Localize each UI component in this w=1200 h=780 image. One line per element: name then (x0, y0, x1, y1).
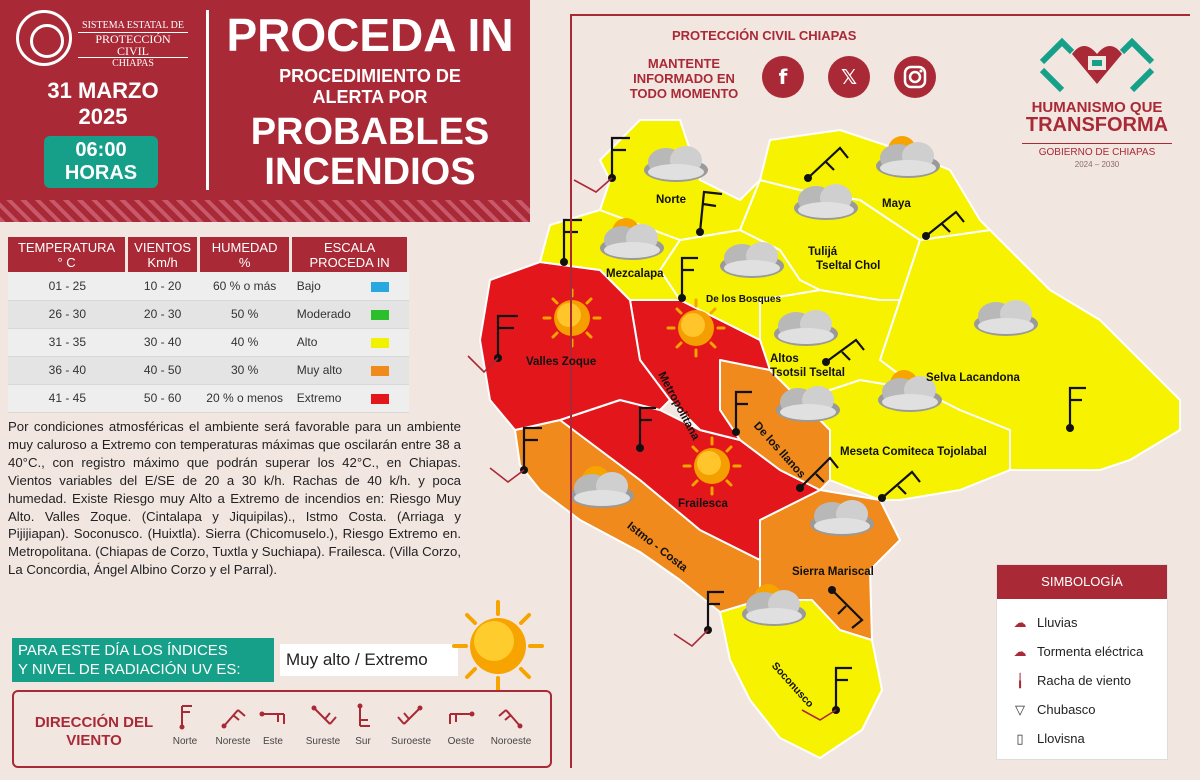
scale-table: TEMPERATURA ° C VIENTOS Km/h HUMEDAD% ESCA… (8, 237, 410, 413)
rain-cloud-icon: ☁ (1013, 615, 1027, 630)
wind-dir-west: Oeste (434, 702, 488, 747)
title-probables-incendios: PROBABLES INCENDIOS (250, 111, 490, 193)
instagram-icon[interactable] (894, 56, 936, 98)
uv-label: PARA ESTE DÍA LOS ÍNDICES Y NIVEL DE RAD… (12, 638, 274, 682)
label-altos: Altos Tsotsil Tseltal (770, 353, 845, 379)
label-tulija: Tulijá Tseltal Chol (808, 246, 881, 272)
symbology-legend: SIMBOLOGÍA ☁ Lluvias ☁ Tormenta eléctrica … (996, 564, 1168, 760)
symb-storm: ☁ Tormenta eléctrica (1011, 644, 1144, 660)
label-de-los-bosques: De los Bosques (706, 294, 782, 305)
symb-drizzle: ▯ Llovisna (1011, 731, 1084, 747)
wind-gust-marks (467, 177, 837, 721)
header-divider (206, 10, 209, 190)
header-pattern (0, 200, 530, 222)
wind-dir-northeast: Noreste (206, 702, 260, 747)
label-norte: Norte (656, 194, 687, 206)
instagram-glyph-icon (903, 65, 927, 89)
stay-informed-text: MANTENTE INFORMADO EN TODO MOMENTO (629, 56, 739, 101)
wind-southwest-icon (397, 705, 423, 725)
wind-legend-title: DIRECCIÓN DEL VIENTO (34, 714, 154, 749)
government-logo: HUMANISMO QUE TRANSFORMA GOBIERNO DE CHI… (1022, 30, 1172, 180)
symb-rain: ☁ Lluvias (1011, 615, 1078, 631)
table-row: 31 - 35 30 - 40 40 % Alto (8, 328, 409, 357)
symb-shower: ▽ Chubasco (1011, 702, 1096, 718)
color-swatch (370, 365, 389, 376)
col-temperature: TEMPERATURA ° C (8, 237, 129, 272)
col-humidity: HUMEDAD% (198, 237, 293, 272)
report-date: 31 MARZO 2025 (47, 78, 159, 129)
header-banner: SISTEMA ESTATAL DE PROTECCIÓN CIVIL CHIA… (0, 0, 530, 222)
label-sierra-mariscal: Sierra Mariscal (792, 566, 874, 578)
wind-direction-legend: DIRECCIÓN DEL VIENTO Norte Noreste Este … (12, 690, 552, 768)
civil-protection-logo: SISTEMA ESTATAL DE PROTECCIÓN CIVIL CHIA… (16, 10, 196, 70)
label-selva-lacandona: Selva Lacandona (926, 372, 1020, 384)
subtitle: PROCEDIMIENTO DE ALERTA POR (279, 66, 461, 107)
wind-northwest-icon (498, 709, 523, 729)
wind-dir-east: Este (246, 702, 300, 747)
color-swatch (370, 309, 389, 320)
drizzle-icon: ▯ (1016, 731, 1024, 746)
label-frailesca: Frailesca (678, 498, 728, 510)
storm-cloud-icon: ☁ (1013, 644, 1027, 659)
logo-line2: PROTECCIÓN CIVIL (78, 32, 188, 58)
symb-wind-gust: ╽ Racha de viento (1011, 673, 1131, 689)
logo-line1: SISTEMA ESTATAL DE (82, 20, 184, 31)
wind-dir-south: Sur (336, 702, 390, 747)
color-swatch (370, 393, 389, 404)
col-wind: VIENTOS Km/h (126, 237, 201, 272)
wind-west-icon (449, 711, 475, 724)
wind-southeast-icon (311, 705, 337, 725)
wind-dir-southeast: Sureste (296, 702, 350, 747)
wind-north-icon (179, 705, 192, 730)
label-mezcalapa: Mezcalapa (606, 268, 664, 280)
label-valles-zoque: Valles Zoque (526, 356, 597, 368)
wind-dir-southwest: Suroeste (384, 702, 438, 747)
shower-triangle-icon: ▽ (1015, 702, 1025, 717)
logo-line3: CHIAPAS (112, 58, 154, 69)
report-hour: 06:00 HORAS (44, 136, 158, 188)
color-swatch (370, 281, 389, 292)
table-row: 01 - 25 10 - 20 60 % o más Bajo (8, 272, 409, 301)
wind-barbs (496, 136, 1086, 710)
wind-dir-north: Norte (158, 702, 212, 747)
table-row: 41 - 45 50 - 60 20 % o menos Extremo (8, 384, 409, 413)
org-label: PROTECCIÓN CIVIL CHIAPAS (672, 28, 857, 43)
table-row: 26 - 30 20 - 30 50 % Moderado (8, 300, 409, 329)
label-maya: Maya (882, 198, 911, 210)
uv-value: Muy alto / Extremo (280, 644, 458, 676)
civil-protection-emblem-icon (16, 10, 72, 66)
wind-gust-icon: ╽ (1016, 673, 1024, 688)
main-title: PROCEDA IN (226, 9, 514, 61)
facebook-icon[interactable]: f (762, 56, 804, 98)
color-swatch (370, 337, 389, 348)
wind-east-icon (259, 711, 285, 724)
government-emblem-icon (1039, 37, 1155, 93)
wind-dir-northwest: Noroeste (484, 702, 538, 747)
forecast-description: Por condiciones atmosféricas el ambiente… (8, 419, 461, 578)
x-icon[interactable]: 𝕏 (828, 56, 870, 98)
col-scale: ESCALA PROCEDA IN (290, 237, 410, 272)
wind-south-icon (357, 703, 370, 727)
table-row: 36 - 40 40 - 50 30 % Muy alto (8, 356, 409, 385)
sun-icon (452, 600, 544, 692)
wind-northeast-icon (221, 709, 246, 729)
region-maya (759, 129, 991, 241)
label-meseta-comiteca: Meseta Comiteca Tojolabal (840, 446, 987, 458)
symbology-title: SIMBOLOGÍA (997, 565, 1167, 599)
